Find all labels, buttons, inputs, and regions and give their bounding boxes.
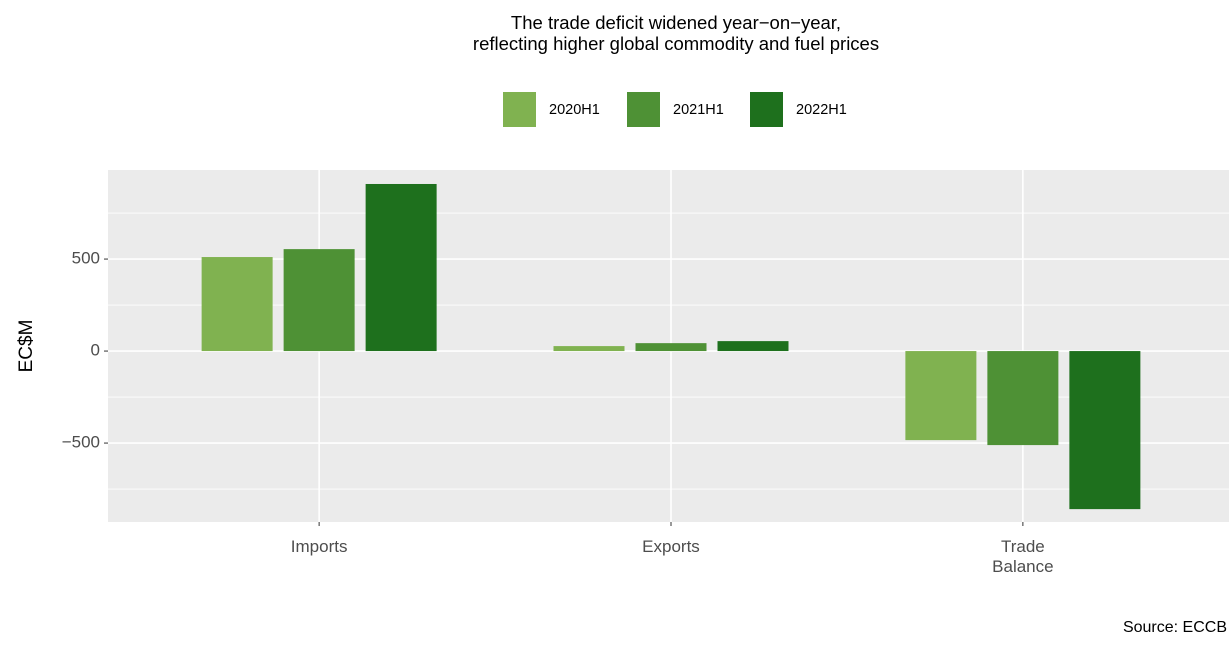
x-tick-label: Trade Balance (992, 537, 1054, 576)
bar (283, 249, 355, 352)
bar (905, 351, 977, 441)
bar (1069, 351, 1141, 510)
caption: Source: ECCB (1123, 619, 1227, 636)
bar (553, 346, 625, 352)
legend-label: 2021H1 (673, 102, 724, 118)
y-tick-label: 0 (91, 341, 100, 360)
legend-key (503, 92, 536, 127)
legend-key (627, 92, 660, 127)
bar (635, 343, 707, 352)
y-tick-label: −500 (62, 433, 100, 452)
bar (987, 351, 1059, 446)
y-axis-label: EC$M (16, 320, 37, 373)
legend-key (750, 92, 783, 127)
x-tick-label: Imports (290, 537, 348, 556)
bar (365, 183, 437, 352)
chart-title: The trade deficit widened year−on−year, … (472, 12, 880, 55)
x-tick-label: Exports (642, 537, 700, 556)
bar (201, 257, 273, 352)
legend-label: 2022H1 (796, 102, 847, 118)
legend-label: 2020H1 (549, 102, 600, 118)
bar (717, 341, 789, 352)
y-tick-label: 500 (72, 249, 100, 268)
